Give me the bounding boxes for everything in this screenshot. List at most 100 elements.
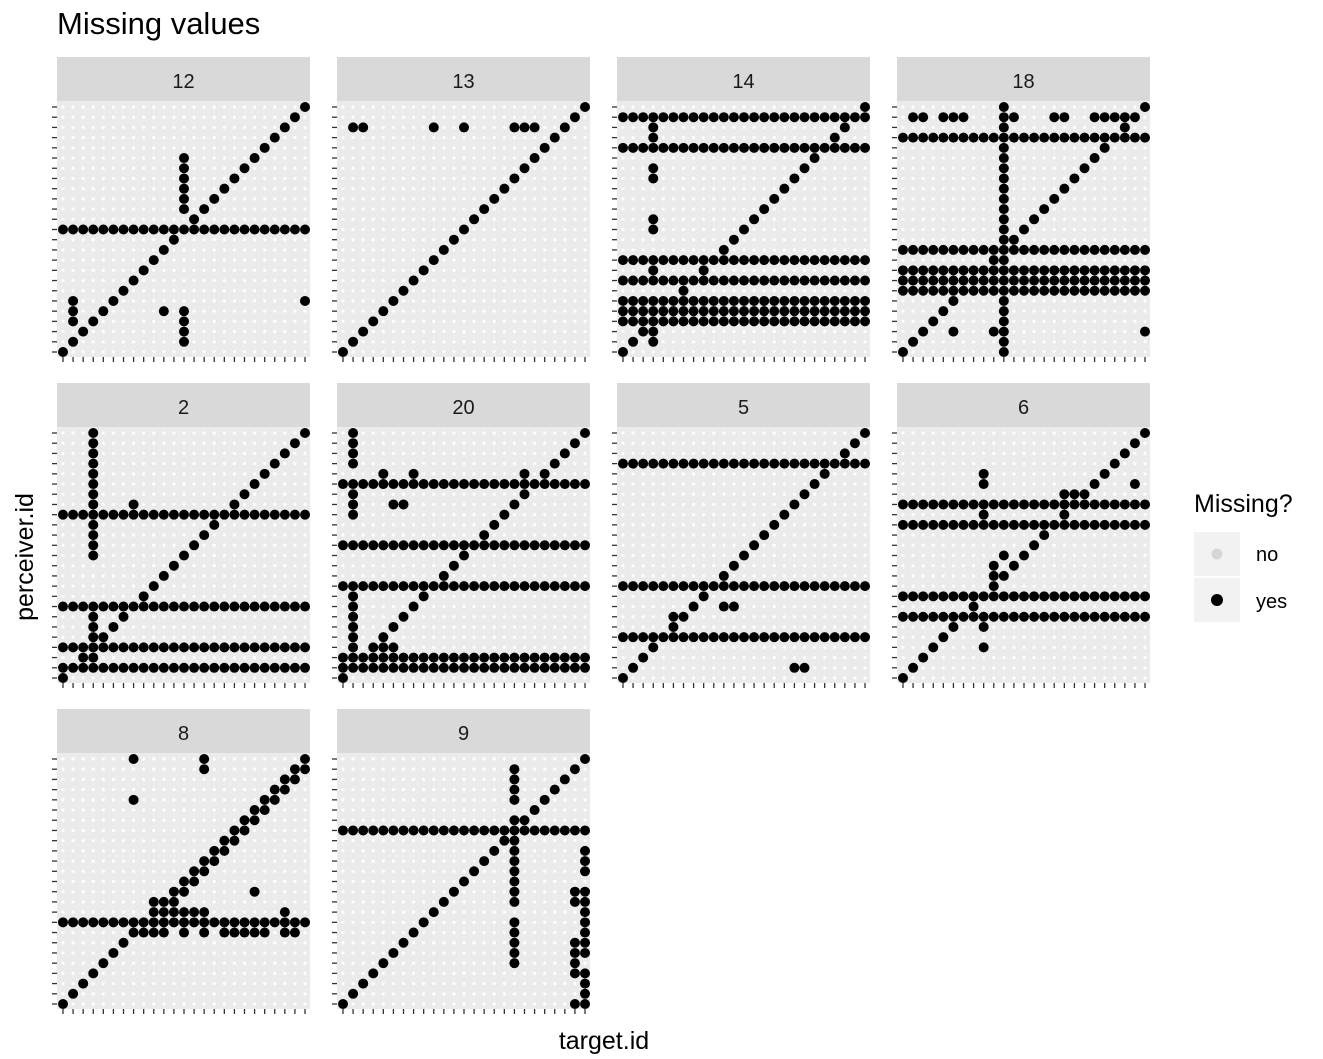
point-present [631,655,635,660]
point-present [452,289,456,293]
point-missing [98,642,109,653]
point-present [901,625,905,629]
point-present [583,258,587,262]
point-present [142,207,146,211]
point-present [242,451,247,456]
point-present [941,574,945,578]
point-present [442,299,446,303]
point-missing [809,255,820,266]
point-present [911,207,915,211]
point-present [293,187,297,191]
point-present [142,635,146,639]
point-present [192,502,196,507]
point-missing [168,560,179,571]
point-present [303,533,307,537]
point-present [422,615,426,619]
point-present [121,115,126,119]
point-present [121,105,126,109]
point-present [152,156,156,160]
point-missing [378,581,389,592]
point-present [232,615,237,619]
point-present [222,441,226,445]
point-present [1022,309,1026,313]
point-present [901,238,905,242]
point-present [101,156,105,160]
point-present [121,482,126,486]
point-present [583,635,587,639]
point-present [671,227,676,232]
point-missing [348,632,359,643]
point-missing [569,581,580,592]
point-present [212,278,216,283]
point-present [391,227,396,232]
point-missing [718,244,729,255]
point-present [752,289,756,293]
point-present [1113,176,1117,181]
point-present [1143,227,1147,232]
point-present [101,136,105,140]
point-present [232,543,237,547]
point-present [961,217,966,221]
point-present [371,676,375,680]
point-missing [1119,265,1130,276]
point-present [1113,340,1117,344]
point-present [691,645,696,649]
point-missing [708,306,719,317]
point-present [941,176,945,181]
point-present [452,156,456,160]
point-present [782,268,786,272]
point-present [202,655,206,660]
point-present [573,299,577,303]
point-present [512,635,517,639]
point-present [303,115,307,119]
point-present [661,217,665,221]
point-present [422,553,426,558]
point-present [172,136,176,140]
point-present [1082,115,1087,119]
point-present [661,431,665,435]
point-present [422,492,426,496]
point-present [111,268,116,272]
point-missing [658,316,669,327]
point-present [192,136,196,140]
point-present [462,564,466,568]
point-present [573,676,577,680]
point-present [702,615,706,619]
point-missing [789,173,800,184]
point-missing [638,112,649,123]
point-present [212,146,216,150]
point-present [242,472,247,476]
point-missing [108,642,119,653]
point-missing [289,642,300,653]
point-present [482,187,486,191]
point-missing [638,295,649,306]
point-present [901,472,905,476]
point-present [61,156,65,160]
point-present [1082,319,1087,323]
point-present [273,197,277,201]
point-present [772,340,776,344]
point-present [1072,197,1077,201]
point-missing [938,285,949,296]
point-present [472,574,476,578]
point-present [742,441,746,445]
point-present [941,299,945,303]
point-present [422,146,426,150]
point-present [702,176,706,181]
point-present [762,248,766,252]
point-present [742,666,746,670]
point-present [212,625,216,629]
point-missing [668,306,679,317]
point-present [782,676,786,680]
point-present [351,166,355,170]
point-present [202,248,206,252]
point-present [111,502,116,507]
point-present [961,176,966,181]
point-missing [668,142,679,153]
point-present [1082,309,1087,313]
point-missing [618,275,628,286]
point-present [341,187,345,191]
point-present [101,278,105,283]
point-present [921,564,925,568]
point-present [1022,329,1026,334]
